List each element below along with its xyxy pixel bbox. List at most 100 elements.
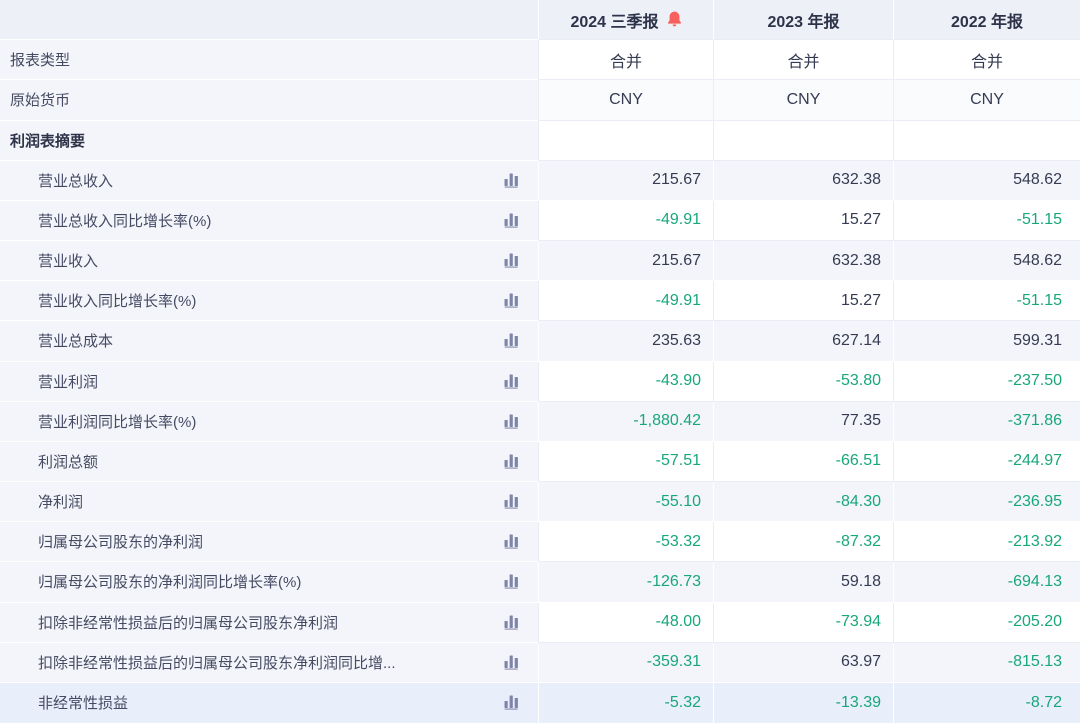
value-cell: -51.15 (893, 200, 1080, 242)
value-cell: -84.30 (713, 482, 893, 523)
table-row[interactable]: 非经常性损益 -5.32 -13.39 -8.72 (0, 682, 1080, 723)
table-row[interactable]: 营业利润 -43.90 -53.80 -237.50 (0, 361, 1080, 402)
row-label-cell: 营业利润 (0, 361, 538, 402)
bar-chart-glyph (504, 173, 518, 188)
section-header-row: 利润表摘要 (0, 120, 1080, 161)
table-row[interactable]: 利润总额 -57.51 -66.51 -244.97 (0, 441, 1080, 483)
table-row[interactable]: 营业总成本 235.63 627.14 599.31 (0, 321, 1080, 362)
table-row[interactable]: 净利润 -55.10 -84.30 -236.95 (0, 482, 1080, 523)
row-label: 原始货币 (10, 92, 71, 110)
row-label: 营业总收入 (38, 172, 114, 190)
value-cell-empty (713, 120, 893, 161)
value-cell: -8.72 (893, 682, 1080, 723)
value-cell: 599.31 (893, 321, 1080, 362)
bar-chart-icon[interactable] (504, 173, 521, 188)
bar-chart-glyph (504, 333, 518, 349)
bar-chart-glyph (504, 615, 518, 630)
row-label: 归属母公司股东的净利润同比增长率(%) (38, 574, 302, 592)
alert-bell-icon[interactable] (667, 11, 682, 27)
column-header-label: 2023 年报 (767, 13, 840, 31)
bar-chart-icon[interactable] (504, 333, 521, 349)
row-label-cell: 利润总额 (0, 441, 538, 483)
table-row[interactable]: 归属母公司股东的净利润同比增长率(%) -126.73 59.18 -694.13 (0, 562, 1080, 603)
value-cell: 15.27 (713, 200, 893, 242)
column-header-label: 2022 年报 (950, 13, 1024, 31)
row-label-cell: 报表类型 (0, 40, 538, 81)
row-label-cell: 净利润 (0, 482, 538, 523)
row-label: 营业总收入同比增长率(%) (38, 212, 212, 230)
value-cell: 548.62 (893, 160, 1080, 201)
bar-chart-icon[interactable] (504, 454, 521, 469)
value-cell: -49.91 (538, 281, 713, 322)
bar-chart-icon[interactable] (504, 655, 521, 670)
value-cell: 59.18 (713, 562, 893, 603)
bar-chart-icon[interactable] (504, 374, 521, 389)
table-row[interactable]: 扣除非经常性损益后的归属母公司股东净利润同比增... -359.31 63.97-… (0, 642, 1080, 683)
table-row[interactable]: 营业收入同比增长率(%) -49.91 15.27 -51.15 (0, 281, 1080, 322)
bar-chart-icon[interactable] (504, 615, 521, 630)
table-row[interactable]: 营业利润同比增长率(%) -1,880.42 77.35 -371.86 (0, 401, 1080, 442)
bar-chart-glyph (504, 494, 518, 510)
row-label: 营业收入 (38, 253, 99, 271)
value-cell: -73.94 (713, 602, 893, 643)
value-cell: -13.39 (713, 682, 893, 723)
table-row[interactable]: 报表类型 合并 合并 合并 (0, 40, 1080, 81)
row-label: 净利润 (38, 494, 84, 512)
bar-chart-glyph (504, 374, 518, 389)
value-cell: 632.38 (713, 160, 893, 201)
value-cell: -213.92 (893, 522, 1080, 563)
bar-chart-icon[interactable] (504, 414, 521, 429)
value-cell: -359.31 (538, 642, 713, 683)
row-label: 报表类型 (10, 52, 71, 70)
column-header-2: 2023 年报 (713, 0, 893, 41)
header-empty-cell (0, 0, 538, 41)
bar-chart-icon[interactable] (504, 534, 521, 550)
row-label: 扣除非经常性损益后的归属母公司股东净利润 (38, 614, 339, 632)
row-label: 营业收入同比增长率(%) (38, 293, 197, 311)
column-header-3: 2022 年报 (893, 0, 1080, 41)
row-label: 营业利润 (38, 373, 99, 391)
bar-chart-icon[interactable] (504, 293, 521, 309)
table-row[interactable]: 原始货币 CNY CNY CNY (0, 80, 1080, 121)
row-label-cell: 非经常性损益 (0, 682, 538, 723)
row-label-cell: 扣除非经常性损益后的归属母公司股东净利润同比增... (0, 642, 538, 683)
bar-chart-glyph (504, 414, 518, 429)
bar-chart-glyph (504, 574, 518, 590)
value-cell: -43.90 (538, 361, 713, 402)
value-cell: -371.86 (893, 401, 1080, 442)
value-cell: -55.10 (538, 482, 713, 523)
table-row[interactable]: 营业总收入 215.67 632.38 548.62 (0, 160, 1080, 201)
value-cell: -815.13 (893, 642, 1080, 683)
value-cell: CNY (538, 80, 713, 121)
bar-chart-icon[interactable] (504, 494, 521, 510)
bar-chart-icon[interactable] (504, 574, 521, 590)
bar-chart-icon[interactable] (504, 213, 521, 228)
section-title: 利润表摘要 (10, 132, 86, 150)
value-cell: -694.13 (893, 562, 1080, 603)
bar-chart-glyph (504, 213, 518, 228)
row-label: 扣除非经常性损益后的归属母公司股东净利润同比增... (38, 654, 396, 672)
value-cell: -57.51 (538, 441, 713, 483)
table-row[interactable]: 扣除非经常性损益后的归属母公司股东净利润 -48.00 -73.94 -205.20 (0, 602, 1080, 643)
row-label-cell: 归属母公司股东的净利润同比增长率(%) (0, 562, 538, 603)
row-label-cell: 营业收入同比增长率(%) (0, 281, 538, 322)
table-row[interactable]: 营业总收入同比增长率(%) -49.91 15.27 -51.15 (0, 200, 1080, 242)
value-cell: 合并 (893, 40, 1080, 81)
value-cell: -49.91 (538, 200, 713, 242)
row-label-cell: 营业利润同比增长率(%) (0, 401, 538, 442)
value-cell: -244.97 (893, 441, 1080, 483)
row-label-cell: 营业总收入 (0, 160, 538, 201)
row-label: 营业总成本 (38, 333, 114, 351)
value-cell: -126.73 (538, 562, 713, 603)
bar-chart-icon[interactable] (504, 253, 521, 269)
table-row[interactable]: 营业收入 215.67 632.38 548.62 (0, 241, 1080, 282)
value-cell: -53.32 (538, 522, 713, 563)
section-title-cell: 利润表摘要 (0, 120, 538, 161)
value-cell: 15.27 (713, 281, 893, 322)
bar-chart-icon[interactable] (504, 695, 521, 710)
bar-chart-glyph (504, 534, 518, 550)
value-cell: -1,880.42 (538, 401, 713, 442)
table-row[interactable]: 归属母公司股东的净利润 -53.32 -87.32 -213.92 (0, 522, 1080, 563)
value-cell: -66.51 (713, 441, 893, 483)
